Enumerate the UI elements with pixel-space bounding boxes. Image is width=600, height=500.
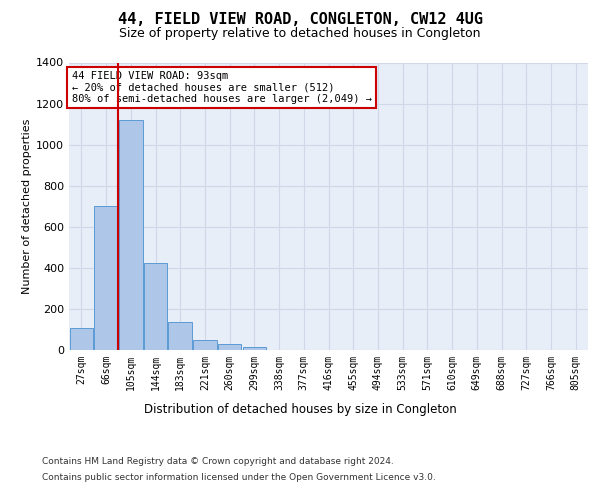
Text: Size of property relative to detached houses in Congleton: Size of property relative to detached ho…: [119, 28, 481, 40]
Bar: [119, 120, 143, 350]
Text: 44, FIELD VIEW ROAD, CONGLETON, CW12 4UG: 44, FIELD VIEW ROAD, CONGLETON, CW12 4UG: [118, 12, 482, 28]
Bar: [94, 206, 118, 350]
Bar: [218, 344, 241, 350]
Text: 44 FIELD VIEW ROAD: 93sqm
← 20% of detached houses are smaller (512)
80% of semi: 44 FIELD VIEW ROAD: 93sqm ← 20% of detac…: [71, 71, 371, 104]
Text: Distribution of detached houses by size in Congleton: Distribution of detached houses by size …: [143, 402, 457, 415]
Text: Contains HM Land Registry data © Crown copyright and database right 2024.: Contains HM Land Registry data © Crown c…: [42, 458, 394, 466]
Bar: [242, 347, 266, 350]
Text: Contains public sector information licensed under the Open Government Licence v3: Contains public sector information licen…: [42, 472, 436, 482]
Bar: [70, 328, 93, 350]
Bar: [144, 262, 167, 350]
Y-axis label: Number of detached properties: Number of detached properties: [22, 118, 32, 294]
Bar: [169, 322, 192, 350]
Bar: [193, 340, 217, 350]
